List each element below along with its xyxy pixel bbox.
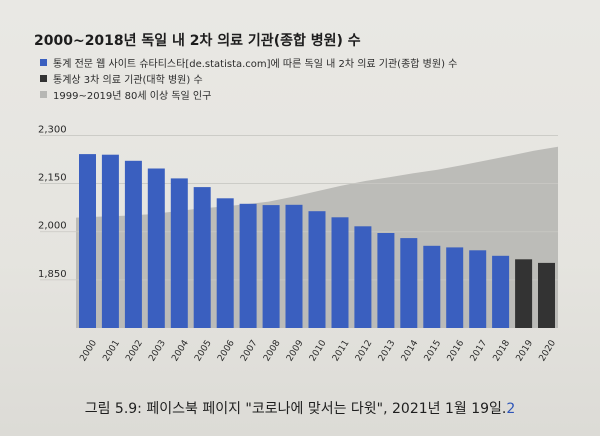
legend-swatch-population bbox=[40, 90, 47, 98]
x-tick-label: 2003 bbox=[147, 339, 168, 364]
x-tick-label: 2008 bbox=[262, 338, 283, 363]
bar-statista bbox=[147, 168, 165, 328]
bar-statista bbox=[354, 226, 372, 328]
bar-university bbox=[515, 259, 533, 328]
bar-statista bbox=[79, 154, 96, 328]
y-tick-label: 1,850 bbox=[38, 269, 67, 280]
caption-text: 그림 5.9: 페이스북 페이지 "코로나에 맞서는 다윗", 2021년 1월… bbox=[84, 401, 507, 417]
x-tick-label: 2012 bbox=[354, 339, 375, 364]
legend-label-statista: 통계 전문 웹 사이트 슈타티스타[de.statista.com]에 따른 독… bbox=[53, 58, 458, 70]
figure-caption: 그림 5.9: 페이스북 페이지 "코로나에 맞서는 다윗", 2021년 1월… bbox=[0, 398, 600, 418]
bar-university bbox=[538, 262, 555, 328]
x-tick-label: 2001 bbox=[101, 339, 122, 364]
bar-statista bbox=[193, 187, 211, 328]
x-tick-label: 2006 bbox=[216, 338, 237, 363]
x-tick-label: 2010 bbox=[308, 338, 329, 363]
legend-label-population: 1999~2019년 80세 이상 독일 인구 bbox=[53, 90, 212, 102]
bar-statista bbox=[124, 160, 142, 328]
legend-item-statista: 통계 전문 웹 사이트 슈타티스타[de.statista.com]에 따른 독… bbox=[40, 54, 457, 70]
x-tick-label: 2015 bbox=[423, 339, 444, 364]
bar-statista bbox=[170, 178, 188, 328]
x-tick-label: 2000 bbox=[78, 338, 99, 363]
x-tick-label: 2004 bbox=[170, 338, 191, 363]
x-tick-label: 2011 bbox=[331, 339, 352, 364]
caption-footnote-ref[interactable]: 2 bbox=[506, 401, 516, 417]
bar-statista bbox=[285, 204, 303, 328]
legend-item-population: 1999~2019년 80세 이상 독일 인구 bbox=[40, 86, 457, 102]
y-tick-label: 2,300 bbox=[38, 124, 67, 135]
legend-label-university: 통계상 3차 의료 기관(대학 병원) 수 bbox=[53, 74, 203, 86]
x-tick-label: 2018 bbox=[492, 338, 513, 363]
bar-statista bbox=[262, 205, 280, 328]
bar-statista bbox=[101, 154, 119, 328]
legend: 통계 전문 웹 사이트 슈타티스타[de.statista.com]에 따른 독… bbox=[40, 54, 457, 102]
bar-statista bbox=[331, 217, 349, 328]
bar-statista bbox=[239, 203, 257, 328]
x-tick-label: 2020 bbox=[538, 338, 559, 363]
x-tick-label: 2014 bbox=[400, 338, 421, 363]
bar-statista bbox=[377, 233, 395, 328]
x-tick-label: 2016 bbox=[446, 338, 467, 363]
y-tick-label: 2,000 bbox=[38, 221, 67, 232]
x-tick-label: 2013 bbox=[377, 339, 398, 364]
y-tick-label: 2,150 bbox=[38, 173, 67, 184]
bar-statista bbox=[423, 245, 441, 328]
bar-statista bbox=[469, 250, 487, 328]
bar-statista bbox=[308, 211, 326, 328]
x-tick-label: 2009 bbox=[285, 338, 306, 363]
legend-item-university: 통계상 3차 의료 기관(대학 병원) 수 bbox=[40, 70, 457, 86]
bar-statista bbox=[216, 198, 234, 328]
bar-statista bbox=[492, 255, 510, 328]
x-tick-label: 2017 bbox=[469, 339, 490, 364]
figure-title: 2000~2018년 독일 내 2차 의료 기관(종합 병원) 수 bbox=[34, 33, 361, 49]
x-tick-label: 2002 bbox=[124, 339, 145, 364]
x-tick-label: 2019 bbox=[515, 338, 536, 363]
legend-swatch-statista bbox=[40, 58, 47, 66]
bar-statista bbox=[400, 238, 418, 328]
x-tick-label: 2007 bbox=[239, 339, 260, 364]
x-tick-label: 2005 bbox=[193, 339, 214, 364]
legend-swatch-university bbox=[40, 74, 47, 82]
bar-statista bbox=[446, 247, 464, 328]
